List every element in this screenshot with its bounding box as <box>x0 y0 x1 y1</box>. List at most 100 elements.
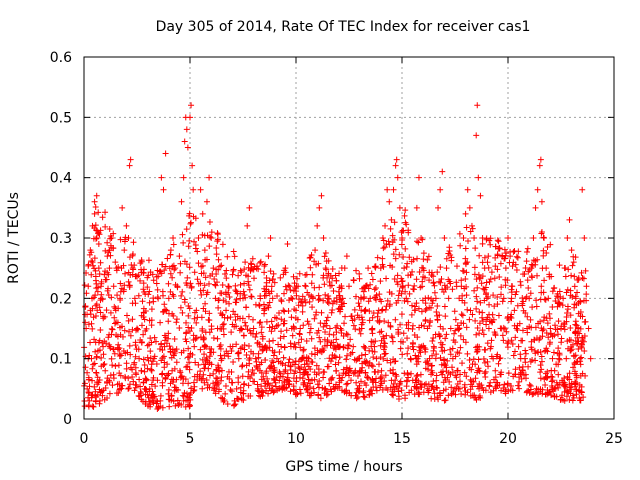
data-point <box>333 329 340 336</box>
data-point <box>528 344 535 351</box>
data-point <box>146 398 153 405</box>
data-point <box>288 325 295 332</box>
data-point <box>515 343 522 350</box>
data-point <box>264 302 271 309</box>
data-point <box>151 334 158 341</box>
data-point <box>233 385 240 392</box>
data-point <box>483 279 490 286</box>
data-point <box>482 368 489 375</box>
data-point <box>257 319 264 326</box>
data-point <box>238 363 245 370</box>
data-point <box>473 132 480 139</box>
data-point <box>354 385 361 392</box>
data-point <box>333 367 340 374</box>
data-point <box>519 367 526 374</box>
data-point <box>125 235 132 241</box>
data-point <box>383 332 390 339</box>
data-point <box>197 280 204 287</box>
data-point <box>402 245 409 252</box>
data-point <box>82 319 89 326</box>
data-point <box>405 229 412 236</box>
data-point <box>387 384 394 391</box>
y-tick-label: 0.5 <box>50 110 72 126</box>
data-point <box>564 306 571 313</box>
data-point <box>106 343 113 350</box>
data-point <box>232 316 239 323</box>
data-point <box>445 250 452 257</box>
data-point <box>268 328 275 335</box>
data-point <box>463 373 470 380</box>
data-point <box>415 174 422 181</box>
data-point <box>580 275 587 282</box>
data-point <box>353 267 360 274</box>
data-point <box>343 356 350 363</box>
data-point <box>428 367 435 374</box>
data-point <box>286 356 293 363</box>
data-point <box>200 305 207 312</box>
data-point <box>307 254 314 261</box>
data-point <box>118 352 125 359</box>
data-point <box>213 271 220 278</box>
data-point <box>140 280 147 287</box>
data-point <box>373 387 380 394</box>
data-point <box>422 359 429 366</box>
data-point <box>290 386 297 393</box>
data-point <box>532 389 539 396</box>
data-point <box>369 314 376 321</box>
data-point <box>199 210 206 217</box>
data-point <box>377 354 384 361</box>
data-point <box>540 247 547 254</box>
data-point <box>388 290 395 297</box>
data-point <box>115 341 122 348</box>
data-point <box>247 260 254 267</box>
data-point <box>219 281 226 288</box>
data-point <box>91 360 98 367</box>
data-point <box>542 370 549 377</box>
data-point <box>520 307 527 314</box>
data-point <box>411 282 418 289</box>
data-point <box>335 359 342 366</box>
data-point <box>289 295 296 302</box>
data-point <box>497 260 504 267</box>
data-point <box>422 295 429 302</box>
data-point <box>329 307 336 314</box>
data-point <box>176 253 183 260</box>
data-point <box>150 277 157 284</box>
data-point <box>231 253 238 260</box>
data-point <box>95 347 102 354</box>
data-point <box>184 354 191 361</box>
data-point <box>140 270 147 277</box>
data-point <box>108 325 115 332</box>
data-point <box>276 309 283 316</box>
data-point <box>176 324 183 331</box>
data-point <box>526 381 533 388</box>
data-point <box>374 310 381 317</box>
data-point <box>321 281 328 288</box>
data-point <box>137 383 144 390</box>
data-point <box>206 310 213 317</box>
data-point <box>198 263 205 270</box>
data-point <box>111 314 118 321</box>
data-point <box>249 316 256 323</box>
data-point <box>476 252 483 259</box>
data-point <box>261 262 268 269</box>
data-point <box>181 138 188 145</box>
data-point <box>486 383 493 390</box>
data-point <box>377 374 384 381</box>
data-point <box>144 365 151 372</box>
data-point <box>455 326 462 333</box>
data-point <box>422 316 429 323</box>
data-point <box>346 372 353 379</box>
data-point <box>502 282 509 289</box>
data-point <box>256 367 263 374</box>
data-point <box>215 367 222 374</box>
data-point <box>293 307 299 314</box>
data-point <box>519 327 526 334</box>
data-point <box>471 235 478 241</box>
data-point <box>298 336 305 343</box>
data-point <box>297 344 304 351</box>
data-point <box>228 329 235 336</box>
data-point <box>583 291 590 298</box>
data-point <box>559 302 566 309</box>
data-point <box>413 276 420 283</box>
